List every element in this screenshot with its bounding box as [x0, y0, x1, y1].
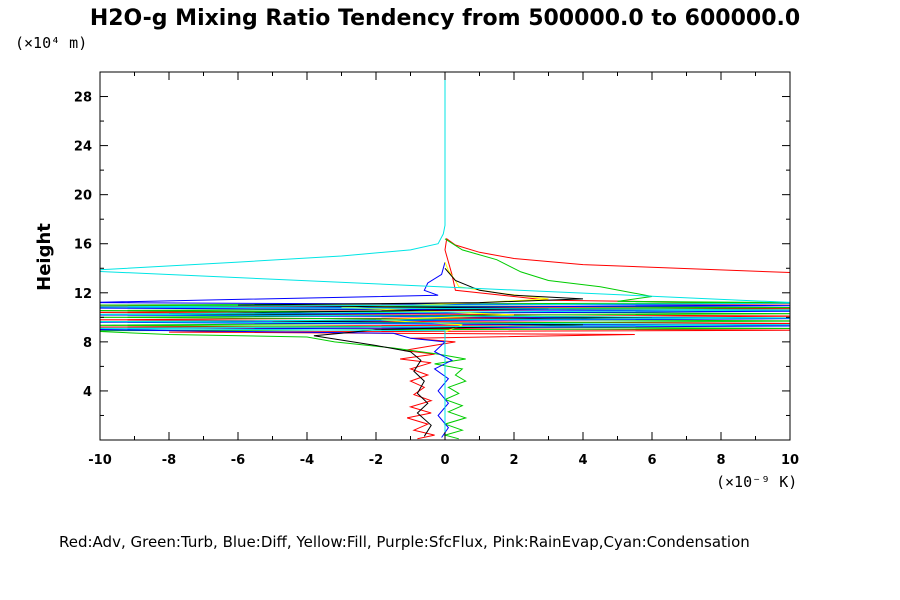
x-tick-label: -4 [300, 453, 314, 468]
series-line-turb [100, 238, 790, 440]
y-tick-label: 16 [74, 238, 92, 253]
series-line-condensation [100, 72, 790, 440]
series-layer [100, 72, 790, 440]
x-tick-label: 2 [509, 453, 518, 468]
chart-title: H2O-g Mixing Ratio Tendency from 500000.… [90, 6, 800, 31]
series-line-total [168, 267, 653, 437]
y-tick-label: 28 [74, 91, 92, 106]
y-tick-label: 24 [74, 140, 92, 155]
y-axis-unit: (×10⁴ m) [15, 34, 87, 52]
x-tick-label: 0 [440, 453, 449, 468]
x-tick-label: -10 [88, 453, 112, 468]
x-tick-label: 8 [716, 453, 725, 468]
x-tick-label: -6 [231, 453, 245, 468]
x-axis-unit: (×10⁻⁹ K) [716, 473, 797, 491]
x-tick-label: 6 [647, 453, 656, 468]
x-tick-label: 4 [578, 453, 587, 468]
x-tick-label: -2 [369, 453, 383, 468]
y-axis-label: Height [34, 223, 55, 291]
legend-text: Red:Adv, Green:Turb, Blue:Diff, Yellow:F… [59, 533, 750, 551]
y-tick-label: 4 [83, 385, 92, 400]
series-line-adv [100, 237, 790, 440]
y-tick-label: 8 [83, 336, 92, 351]
x-tick-label: -8 [162, 453, 176, 468]
x-tick-label: 10 [781, 453, 799, 468]
y-tick-label: 20 [74, 189, 92, 204]
y-tick-label: 12 [74, 287, 92, 302]
